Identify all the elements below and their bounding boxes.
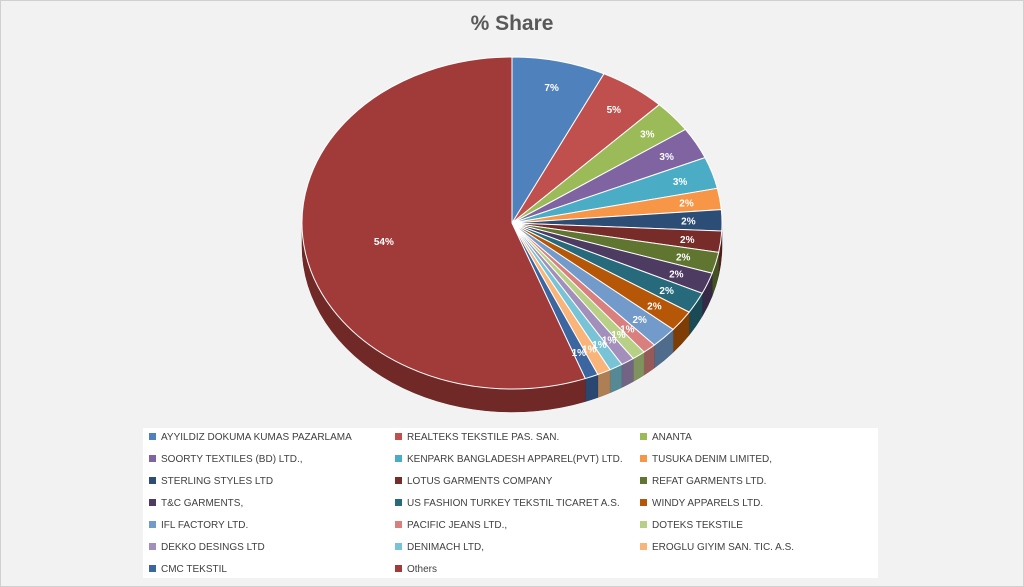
legend-item-ayyildiz-dokuma-kumas-pazarlama[interactable]: AYYILDIZ DOKUMA KUMAS PAZARLAMA: [149, 431, 352, 445]
legend-item-denimach-ltd[interactable]: DENIMACH LTD,: [395, 541, 484, 555]
data-label-eroglu-giyim-san-tic-a-s: 1%: [582, 344, 597, 355]
legend-swatch-denimach-ltd: [395, 542, 402, 550]
legend-label: WINDY APPARELS LTD.: [652, 498, 764, 509]
legend-swatch-kenpark-bangladesh-apparel-pvt-ltd: [395, 454, 402, 462]
legend-label: IFL FACTORY LTD.: [161, 520, 249, 531]
legend-label: PACIFIC JEANS LTD.,: [407, 520, 508, 531]
legend-label: STERLING STYLES LTD: [161, 476, 274, 487]
data-label-pacific-jeans-ltd: 1%: [620, 325, 635, 336]
legend-label: US FASHION TURKEY TEKSTIL TICARET A.S.: [407, 498, 620, 509]
legend-swatch-lotus-garments-company: [395, 476, 402, 484]
legend-swatch-ananta: [640, 432, 647, 440]
legend-label: DOTEKS TEKSTILE: [652, 520, 743, 531]
legend-label: AYYILDIZ DOKUMA KUMAS PAZARLAMA: [161, 432, 352, 443]
legend-swatch-pacific-jeans-ltd: [395, 520, 402, 528]
data-label-realteks-tekstile-pas-san: 5%: [607, 105, 622, 116]
legend-label: DENIMACH LTD,: [407, 542, 485, 553]
legend-swatch-refat-garments-ltd: [640, 476, 647, 484]
legend-item-eroglu-giyim-san-tic-a-s[interactable]: EROGLU GIYIM SAN. TIC. A.S.: [640, 541, 794, 555]
legend-swatch-tusuka-denim-limited: [640, 454, 647, 462]
legend-item-ifl-factory-ltd[interactable]: IFL FACTORY LTD.: [149, 519, 248, 533]
data-label-kenpark-bangladesh-apparel-pvt-ltd: 3%: [673, 177, 688, 188]
legend-swatch-t-c-garments: [149, 498, 156, 506]
data-label-refat-garments-ltd: 2%: [676, 253, 691, 264]
legend-item-realteks-tekstile-pas-san[interactable]: REALTEKS TEKSTILE PAS. SAN.: [395, 431, 559, 445]
legend-swatch-ifl-factory-ltd: [149, 520, 156, 528]
data-label-us-fashion-turkey-tekstil-ticaret-a-s: 2%: [659, 286, 674, 297]
legend-label: CMC TEKSTIL: [161, 564, 227, 575]
legend-label: Others: [407, 564, 438, 575]
legend-label: TUSUKA DENIM LIMITED,: [652, 454, 773, 465]
legend-label: ANANTA: [652, 432, 692, 443]
legend-swatch-others: [395, 564, 402, 572]
legend-swatch-soorty-textiles-bd-ltd: [149, 454, 156, 462]
legend-item-tusuka-denim-limited[interactable]: TUSUKA DENIM LIMITED,: [640, 453, 772, 467]
legend-label: REFAT GARMENTS LTD.: [652, 476, 767, 487]
data-label-denimach-ltd: 1%: [592, 340, 607, 351]
data-label-soorty-textiles-bd-ltd: 3%: [659, 152, 674, 163]
legend-label: REALTEKS TEKSTILE PAS. SAN.: [407, 432, 560, 443]
legend-item-sterling-styles-ltd[interactable]: STERLING STYLES LTD: [149, 475, 273, 489]
data-label-windy-apparels-ltd: 2%: [647, 301, 662, 312]
chart-legend: AYYILDIZ DOKUMA KUMAS PAZARLAMA REALTEKS …: [143, 428, 878, 578]
legend-swatch-dekko-desings-ltd: [149, 542, 156, 550]
legend-swatch-doteks-tekstile: [640, 520, 647, 528]
data-label-lotus-garments-company: 2%: [680, 235, 695, 246]
legend-label: EROGLU GIYIM SAN. TIC. A.S.: [652, 542, 795, 553]
chart-title: % Share: [470, 12, 554, 35]
pie-slice-others[interactable]: [301, 56, 586, 390]
legend-item-soorty-textiles-bd-ltd[interactable]: SOORTY TEXTILES (BD) LTD.,: [149, 453, 303, 467]
legend-item-refat-garments-ltd[interactable]: REFAT GARMENTS LTD.: [640, 475, 766, 489]
legend-item-kenpark-bangladesh-apparel-pvt-ltd[interactable]: KENPARK BANGLADESH APPAREL(PVT) LTD.: [395, 453, 623, 467]
legend-item-dekko-desings-ltd[interactable]: DEKKO DESINGS LTD: [149, 541, 265, 555]
legend-item-ananta[interactable]: ANANTA: [640, 431, 692, 445]
legend-item-t-c-garments[interactable]: T&C GARMENTS,: [149, 497, 243, 511]
legend-swatch-cmc-tekstil: [149, 564, 156, 572]
legend-swatch-realteks-tekstile-pas-san: [395, 432, 402, 440]
legend-label: SOORTY TEXTILES (BD) LTD.,: [161, 454, 303, 465]
data-label-dekko-desings-ltd: 1%: [602, 335, 617, 346]
legend-swatch-sterling-styles-ltd: [149, 476, 156, 484]
legend-swatch-eroglu-giyim-san-tic-a-s: [640, 542, 647, 550]
legend-swatch-us-fashion-turkey-tekstil-ticaret-a-s: [395, 498, 402, 506]
data-label-t-c-garments: 2%: [669, 270, 684, 281]
data-label-tusuka-denim-limited: 2%: [679, 199, 694, 210]
legend-item-pacific-jeans-ltd[interactable]: PACIFIC JEANS LTD.,: [395, 519, 507, 533]
legend-item-cmc-tekstil[interactable]: CMC TEKSTIL: [149, 563, 227, 577]
data-label-ayyildiz-dokuma-kumas-pazarlama: 7%: [544, 83, 559, 94]
legend-item-others[interactable]: Others: [395, 563, 437, 577]
data-label-others: 54%: [374, 237, 394, 248]
legend-item-us-fashion-turkey-tekstil-ticaret-a-s[interactable]: US FASHION TURKEY TEKSTIL TICARET A.S.: [395, 497, 620, 511]
legend-label: DEKKO DESINGS LTD: [161, 542, 265, 553]
legend-label: T&C GARMENTS,: [161, 498, 244, 509]
legend-item-doteks-tekstile[interactable]: DOTEKS TEKSTILE: [640, 519, 743, 533]
legend-item-windy-apparels-ltd[interactable]: WINDY APPARELS LTD.: [640, 497, 763, 511]
data-label-ananta: 3%: [640, 130, 655, 141]
legend-label: KENPARK BANGLADESH APPAREL(PVT) LTD.: [407, 454, 623, 465]
data-label-doteks-tekstile: 1%: [611, 330, 626, 341]
pie-chart: 7%5%3%3%3%2%2%2%2%2%2%2%2%1%1%1%1%1%1%54…: [301, 56, 723, 413]
data-label-cmc-tekstil: 1%: [572, 348, 587, 359]
legend-item-lotus-garments-company[interactable]: LOTUS GARMENTS COMPANY: [395, 475, 552, 489]
pie-slice-side-cmc-tekstil: [584, 374, 599, 402]
legend-label: LOTUS GARMENTS COMPANY: [407, 476, 553, 487]
legend-swatch-windy-apparels-ltd: [640, 498, 647, 506]
legend-swatch-ayyildiz-dokuma-kumas-pazarlama: [149, 432, 156, 440]
data-label-ifl-factory-ltd: 2%: [632, 315, 647, 326]
data-label-sterling-styles-ltd: 2%: [681, 217, 696, 228]
